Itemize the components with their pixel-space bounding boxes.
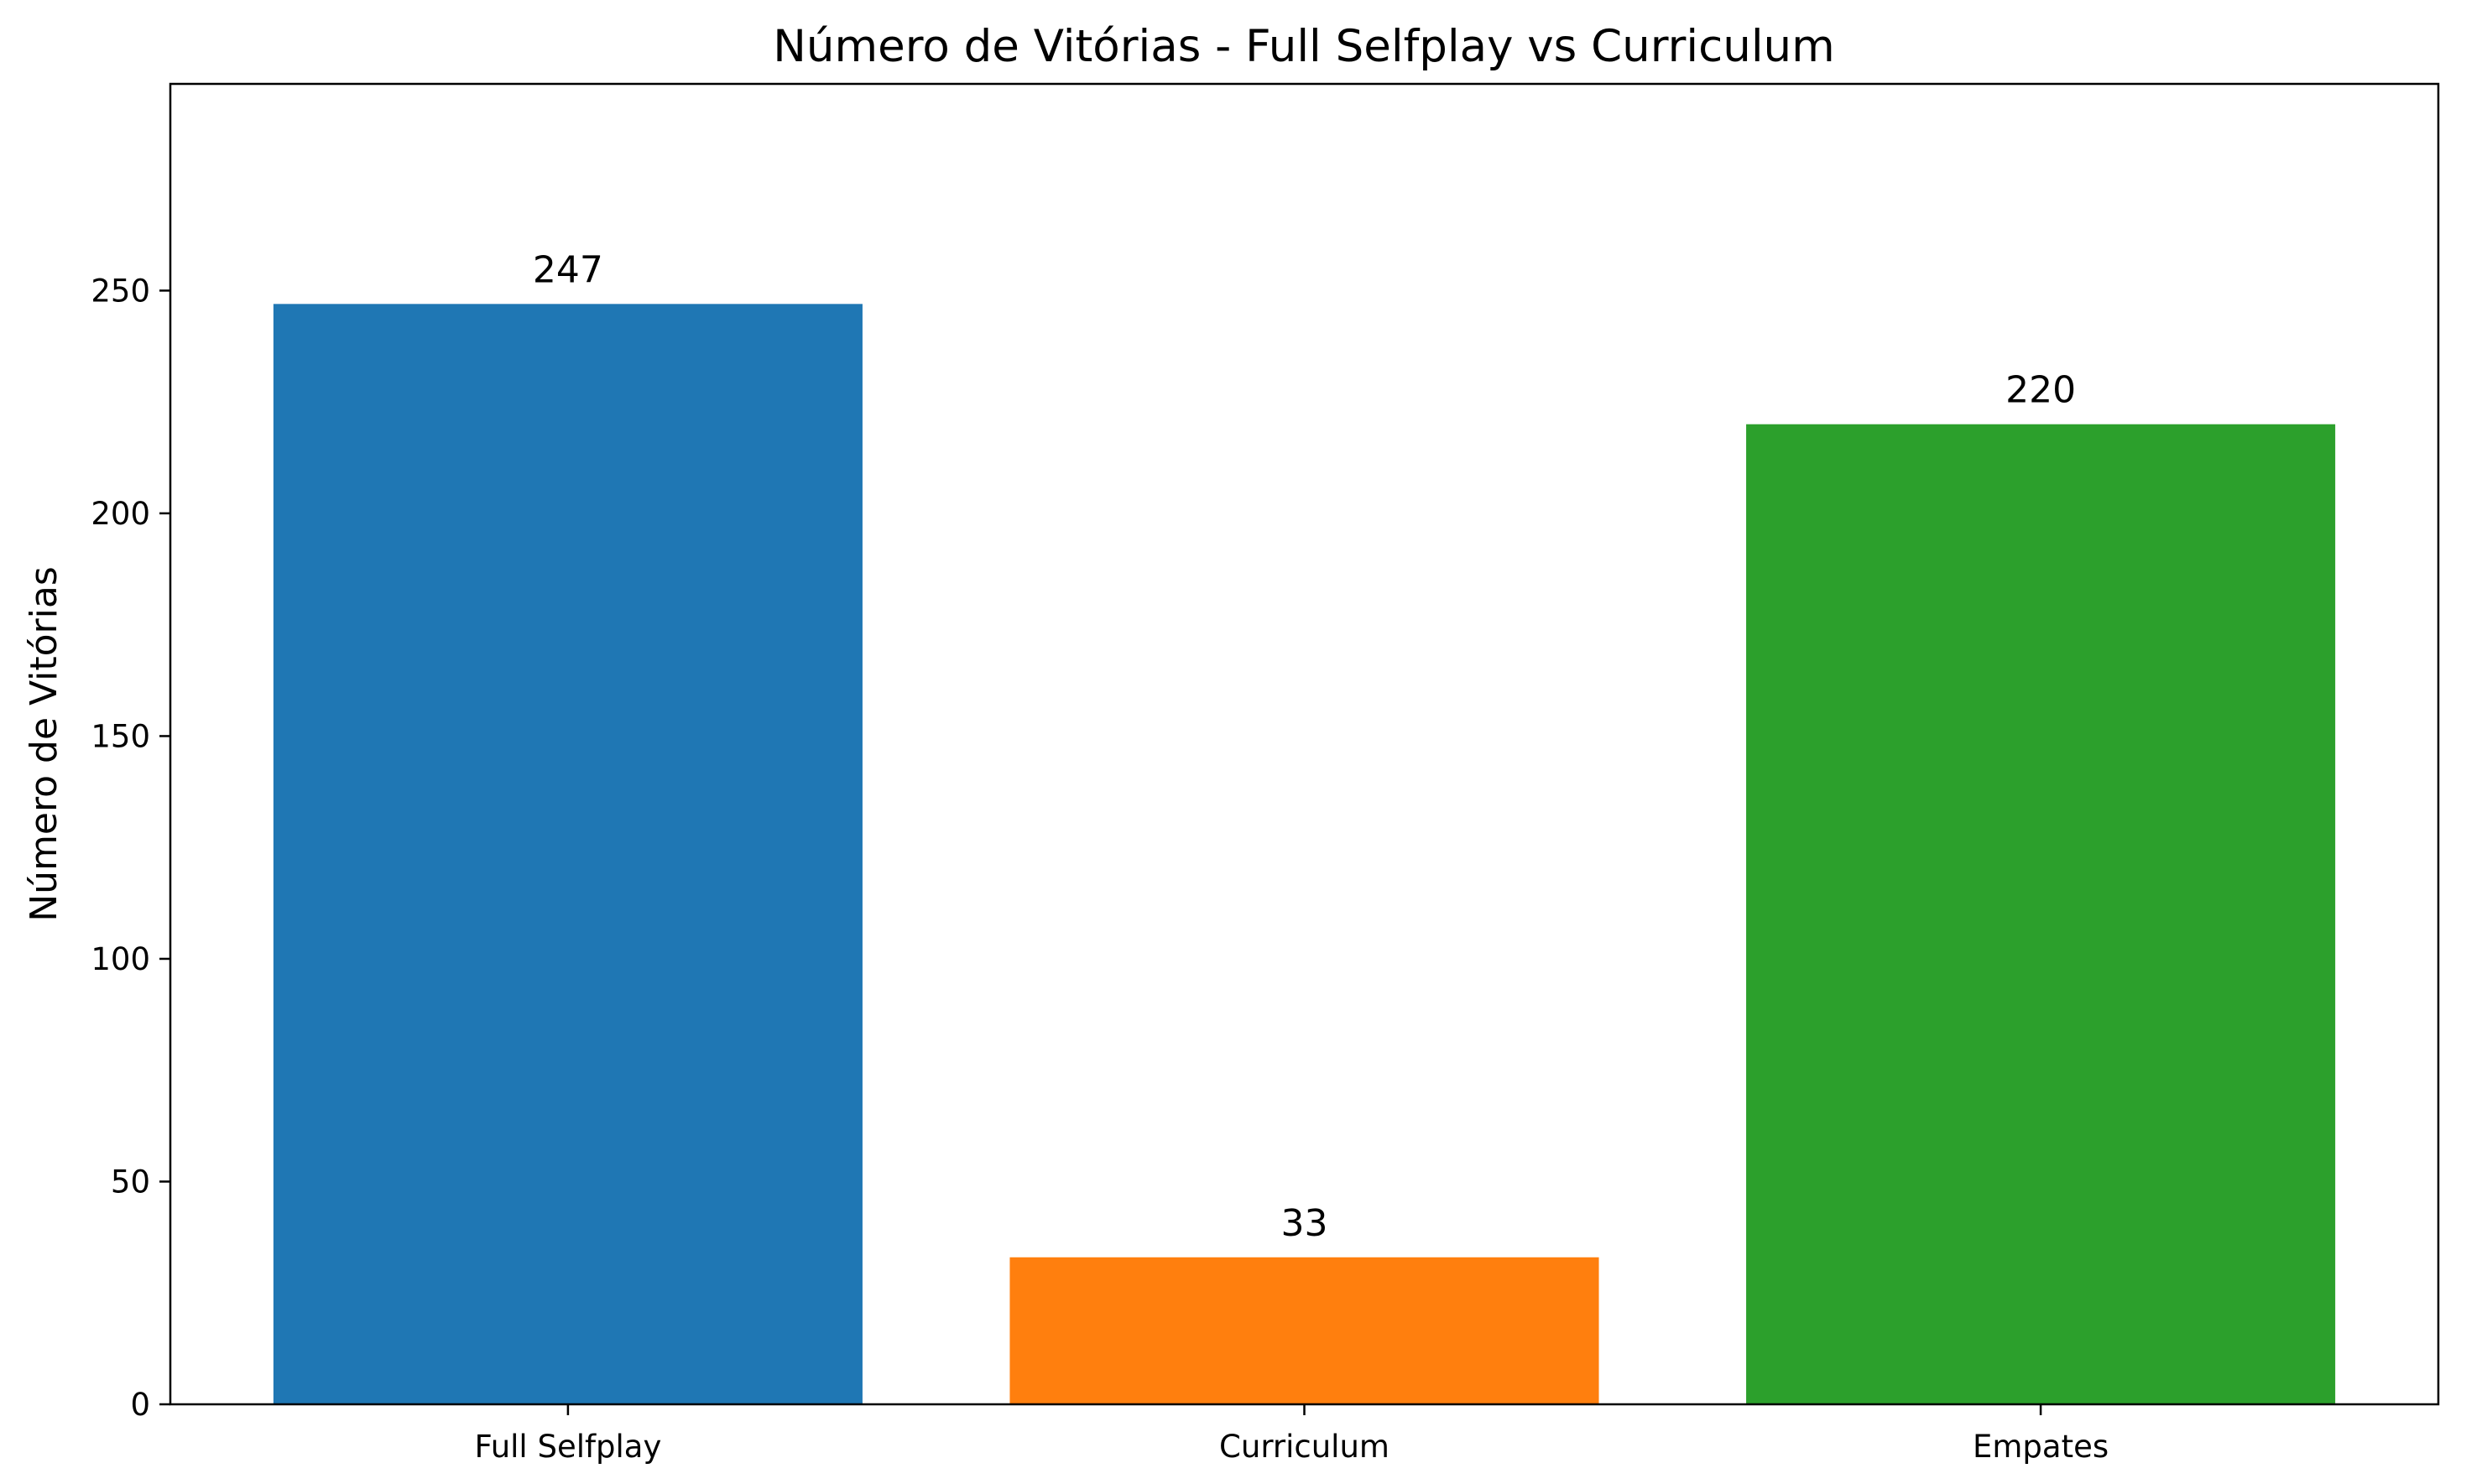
x-tick-label: Curriculum [1219, 1429, 1389, 1465]
bar-full-selfplay [273, 304, 863, 1404]
y-tick-label: 150 [91, 718, 150, 754]
y-tick-label: 50 [111, 1164, 150, 1200]
x-tick-label: Full Selfplay [474, 1429, 661, 1465]
bar-empates [1746, 424, 2336, 1405]
plot-frame [169, 82, 2440, 1406]
data-label: 33 [1281, 1202, 1328, 1245]
y-tick-label: 250 [91, 273, 150, 309]
chart-title: Número de Vitórias - Full Selfplay vs Cu… [773, 21, 1835, 72]
bar-curriculum [1009, 1257, 1599, 1404]
x-axis-ticks: Full Selfplay Curriculum Empates [474, 1404, 2109, 1465]
x-tick-label: Empates [1973, 1429, 2109, 1465]
y-axis-ticks: 0 50 100 150 200 250 [91, 273, 170, 1423]
data-label: 220 [2005, 369, 2076, 412]
bars-group: 247 33 220 [273, 248, 2336, 1405]
y-axis-title: Número de Vitórias [23, 566, 65, 921]
y-tick-label: 0 [130, 1387, 150, 1423]
data-label: 247 [533, 248, 603, 291]
y-tick-label: 200 [91, 496, 150, 532]
y-tick-label: 100 [91, 941, 150, 977]
